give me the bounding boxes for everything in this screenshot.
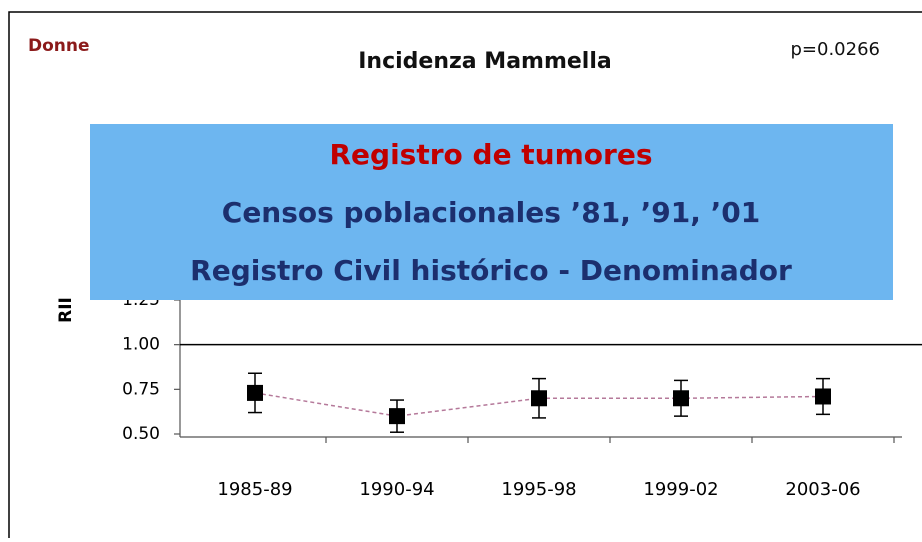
marker: [389, 408, 405, 425]
x-tick-label: 1985-89: [217, 479, 292, 500]
marker: [247, 384, 263, 401]
y-tick-label: 1.00: [122, 335, 160, 355]
overlay-box: [90, 124, 893, 300]
y-axis-label: RII: [56, 297, 76, 323]
plot: 0.500.751.001.251985-891990-941995-98199…: [122, 290, 922, 500]
overlay-line: Registro Civil histórico - Denominador: [190, 254, 792, 287]
overlay-line: Censos poblacionales ’81, ’91, ’01: [222, 196, 760, 229]
subtitle: Donne: [28, 36, 90, 56]
y-tick-label: 0.50: [122, 424, 160, 444]
chart-frame: [8, 11, 922, 542]
overlay-line: Registro de tumores: [329, 138, 652, 171]
x-tick-label: 1990-94: [359, 479, 434, 500]
x-tick-label: 2003-06: [785, 479, 860, 500]
x-tick-label: 1999-02: [643, 479, 718, 500]
marker: [815, 388, 831, 405]
annotation: p=0.0266: [791, 39, 881, 60]
marker: [673, 390, 689, 407]
marker: [531, 390, 547, 407]
chart-title: Incidenza Mammella: [358, 49, 612, 74]
x-tick-label: 1995-98: [501, 479, 576, 500]
y-tick-label: 0.75: [122, 379, 160, 399]
